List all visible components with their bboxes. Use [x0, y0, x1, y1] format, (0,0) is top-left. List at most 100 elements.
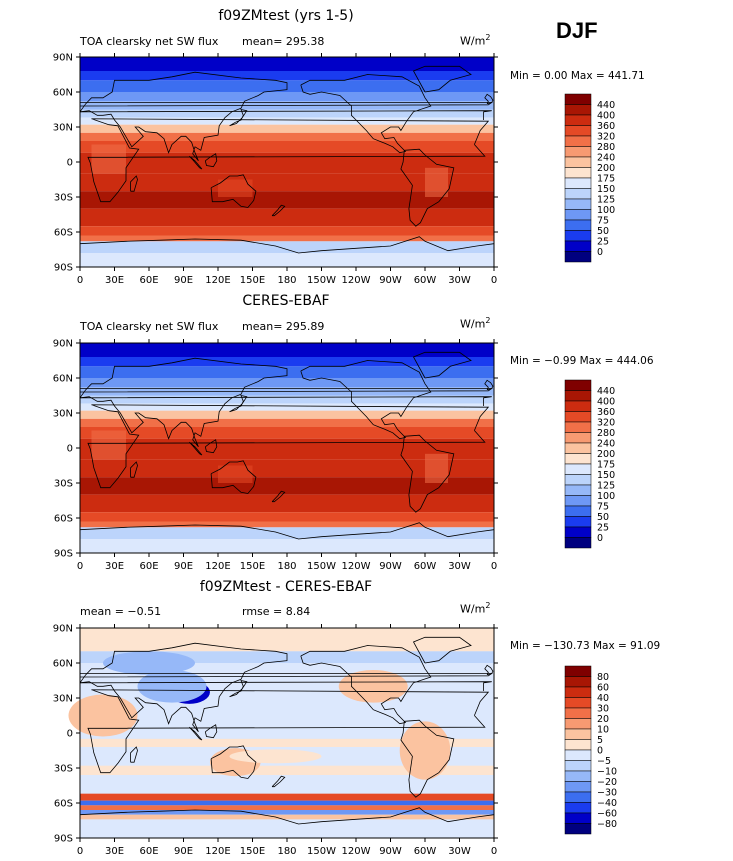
coastline [130, 461, 138, 478]
coastline [210, 745, 257, 779]
colorbar-swatch [564, 125, 592, 137]
coastline-group [80, 636, 494, 825]
colorbar-swatch [564, 411, 592, 423]
colorbar-swatch [564, 453, 592, 465]
field-band [80, 738, 494, 747]
lon-tick-label: 90W [379, 561, 402, 572]
colorbar-label: 75 [597, 216, 609, 227]
field-band [80, 141, 494, 153]
lon-tick-label: 60W [414, 561, 437, 572]
coastline-group [80, 351, 494, 540]
colorbar-label: 50 [597, 226, 609, 237]
coastline [80, 71, 288, 162]
coastline [210, 174, 257, 208]
field-band [80, 403, 494, 411]
lat-tick-label: 30S [54, 479, 73, 490]
lon-tick-label: 120E [205, 846, 230, 857]
lon-tick-label: 120W [342, 275, 371, 286]
lon-tick-label: 90E [174, 561, 193, 572]
colorbar-label: 75 [597, 502, 609, 513]
rmse-label: rmse = 8.84 [242, 605, 311, 618]
field-band [80, 814, 494, 820]
colorbar-label: 200 [597, 449, 615, 460]
coastline [80, 522, 494, 540]
colorbar-swatch [564, 760, 592, 772]
lat-tick-label: 60N [53, 374, 73, 385]
anomaly-patch [338, 670, 408, 703]
colorbar-swatch [564, 484, 592, 496]
colorbar-swatch [564, 537, 592, 549]
coastline [189, 155, 203, 170]
land-shading [91, 430, 126, 460]
units-label: W/m2 [460, 601, 491, 616]
field-band [80, 512, 494, 522]
lon-tick-label: 150W [307, 275, 336, 286]
coastline [300, 360, 432, 440]
field-band [80, 235, 494, 242]
lon-tick-label: 0 [491, 561, 497, 572]
lon-tick-label: 150W [307, 846, 336, 857]
colorbar-label: 5 [597, 735, 603, 746]
field-band [80, 117, 494, 125]
colorbar-label: 320 [597, 418, 615, 429]
colorbar-swatch [564, 526, 592, 538]
colorbar-label: −40 [597, 798, 617, 809]
coastline-group [80, 65, 494, 254]
field-band [80, 226, 494, 236]
lon-tick-label: 60E [139, 561, 158, 572]
field-band [80, 527, 494, 539]
field-band [80, 793, 494, 801]
lon-tick-label: 0 [491, 275, 497, 286]
coastline [87, 118, 490, 203]
field-band [80, 241, 494, 253]
mean-label: mean= 295.89 [242, 320, 325, 333]
colorbar-swatch [564, 156, 592, 168]
lat-tick-label: 90S [54, 549, 73, 560]
season-label: DJF [556, 18, 598, 43]
colorbar-swatch [564, 177, 592, 189]
coastline [80, 236, 494, 254]
colorbar-swatch [564, 104, 592, 116]
colorbar-swatch [564, 463, 592, 475]
colorbar-label: −5 [597, 756, 611, 767]
colorbar-swatch [564, 240, 592, 252]
lat-tick-label: 30S [54, 764, 73, 775]
lon-tick-label: 30W [448, 561, 471, 572]
lon-tick-label: 180 [277, 846, 296, 857]
colorbar-swatch [564, 749, 592, 761]
colorbar-swatch [564, 770, 592, 782]
lon-tick-label: 30W [448, 846, 471, 857]
colorbar-label: 60 [597, 683, 609, 694]
lat-tick-label: 30N [53, 694, 73, 705]
lon-tick-label: 150E [240, 275, 265, 286]
lon-tick-label: 30W [448, 275, 471, 286]
field-band [80, 173, 494, 192]
coastline [80, 357, 288, 448]
map-plot: 90N 60N 30N 0 30S 60S 90S 0 30E 60E 90E 120E 150E 180… [53, 624, 498, 857]
lat-tick-label: 30N [53, 409, 73, 420]
land-shading [218, 465, 253, 483]
coastline [412, 636, 472, 664]
field-band [80, 395, 494, 404]
colorbar-label: 440 [597, 100, 615, 111]
map-plot: 90N 60N 30N 0 30S 60S 90S 0 30E 60E 90E 120E 150E 180… [53, 339, 498, 572]
minmax-label: Min = 0.00 Max = 441.71 [510, 70, 645, 82]
field-band [80, 477, 494, 495]
lat-tick-label: 90S [54, 263, 73, 274]
coastline [229, 108, 248, 127]
field-band [80, 418, 494, 427]
field-band [80, 410, 494, 419]
colorbar-label: 125 [597, 195, 615, 206]
lon-tick-label: 30E [105, 275, 124, 286]
colorbar-swatch [564, 251, 592, 263]
land-shading [218, 179, 253, 197]
colorbar-swatch [564, 505, 592, 517]
colorbar-label: 240 [597, 153, 615, 164]
field-band [80, 459, 494, 478]
colorbar-swatch [564, 791, 592, 803]
lon-tick-label: 150E [240, 846, 265, 857]
colorbar-swatch [564, 390, 592, 402]
colorbar-label: 20 [597, 714, 609, 725]
field-band [80, 357, 494, 367]
coastline [229, 679, 248, 698]
